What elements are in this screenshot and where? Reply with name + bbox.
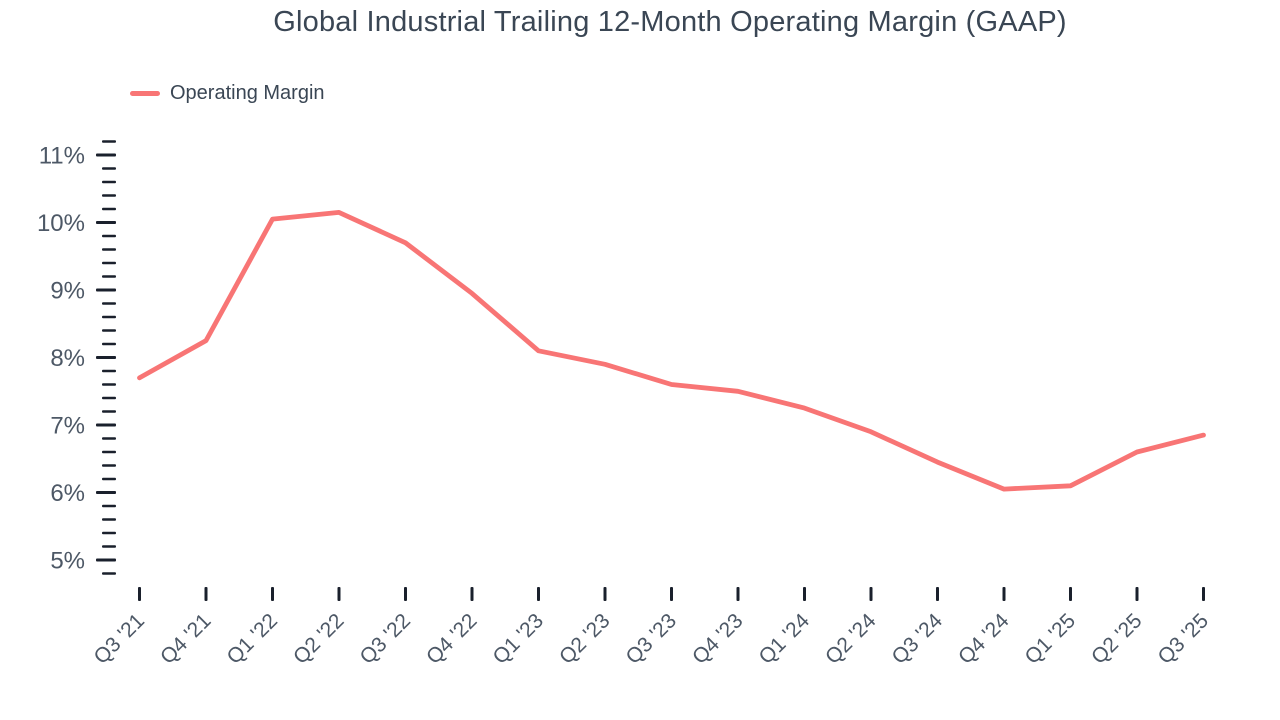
x-axis-tick-label: Q4 '22 [422, 609, 482, 669]
y-minor-tick-mark [102, 261, 116, 265]
x-axis-tick-label: Q2 '23 [555, 609, 615, 669]
x-tick-mark [869, 587, 873, 601]
x-tick-mark [936, 587, 939, 601]
y-minor-tick-mark [102, 207, 116, 211]
legend-label: Operating Margin [170, 81, 325, 104]
y-major-tick-mark [96, 221, 116, 224]
y-minor-tick-mark [102, 437, 116, 440]
x-tick-mark [337, 587, 341, 601]
y-major-tick-mark [96, 423, 116, 427]
y-minor-tick-mark [102, 572, 116, 575]
x-tick-mark [1069, 587, 1072, 601]
x-tick-mark [470, 587, 474, 601]
x-tick-mark [736, 587, 740, 601]
y-major-tick-mark [96, 153, 116, 157]
y-axis-tick-label: 9% [50, 277, 85, 304]
y-minor-tick-mark [102, 329, 116, 332]
y-minor-tick-mark [102, 234, 116, 238]
x-axis-tick-label: Q3 '25 [1153, 609, 1213, 669]
y-axis-tick-label: 6% [50, 480, 85, 507]
y-minor-tick-mark [102, 383, 116, 386]
y-minor-tick-mark [102, 275, 116, 278]
y-major-tick-mark [96, 288, 116, 292]
x-tick-mark [138, 587, 141, 601]
x-tick-mark [603, 587, 607, 601]
y-major-tick-mark [96, 558, 116, 562]
y-major-tick-mark [96, 356, 116, 359]
x-axis-tick-label: Q3 '23 [621, 609, 681, 669]
y-minor-tick-mark [102, 167, 116, 170]
x-axis-tick-label: Q1 '22 [222, 609, 282, 669]
y-minor-tick-mark [102, 450, 116, 454]
x-axis-tick-label: Q3 '22 [355, 609, 415, 669]
x-axis-tick-label: Q1 '25 [1020, 609, 1080, 669]
y-minor-tick-mark [102, 531, 116, 535]
y-minor-tick-mark [102, 464, 116, 467]
x-tick-mark [1202, 587, 1205, 601]
x-axis-tick-label: Q2 '22 [289, 609, 349, 669]
y-axis-tick-label: 7% [50, 412, 85, 439]
x-tick-mark [537, 587, 540, 601]
x-axis-tick-label: Q1 '24 [754, 609, 814, 669]
x-axis-tick-label: Q3 '24 [887, 609, 947, 669]
y-minor-tick-mark [102, 315, 116, 319]
y-minor-tick-mark [102, 518, 116, 521]
x-axis-tick-label: Q2 '25 [1087, 609, 1147, 669]
y-axis-tick-label: 11% [39, 142, 85, 169]
x-tick-mark [670, 587, 673, 601]
legend-item-operating-margin[interactable]: Operating Margin [130, 80, 325, 106]
y-minor-tick-mark [102, 369, 116, 373]
y-axis-tick-label: 8% [50, 345, 85, 372]
x-tick-mark [271, 587, 274, 601]
y-minor-tick-mark [102, 194, 116, 197]
x-tick-mark [1002, 587, 1006, 601]
legend-line-swatch-icon [130, 90, 160, 96]
y-major-tick-mark [96, 491, 116, 494]
x-axis-tick-label: Q3 '21 [89, 609, 149, 669]
x-tick-mark [1135, 587, 1139, 601]
y-minor-tick-mark [102, 545, 116, 548]
x-tick-mark [204, 587, 208, 601]
y-minor-tick-mark [102, 180, 116, 184]
y-minor-tick-mark [102, 302, 116, 305]
x-axis-tick-label: Q4 '21 [156, 609, 216, 669]
y-minor-tick-mark [102, 504, 116, 508]
y-minor-tick-mark [102, 342, 116, 346]
x-axis-tick-label: Q4 '23 [688, 609, 748, 669]
chart-title: Global Industrial Trailing 12-Month Oper… [273, 6, 1067, 38]
x-tick-mark [803, 587, 806, 601]
y-minor-tick-mark [102, 410, 116, 413]
y-axis-tick-label: 5% [50, 547, 85, 574]
y-minor-tick-mark [102, 248, 116, 251]
x-axis-tick-label: Q4 '24 [954, 609, 1014, 669]
x-axis-tick-label: Q2 '24 [821, 609, 881, 669]
y-axis-tick-label: 10% [37, 210, 85, 237]
series-line-operating-margin [137, 209, 1206, 492]
y-minor-tick-mark [102, 396, 116, 400]
y-minor-tick-mark [102, 477, 116, 481]
y-minor-tick-mark [102, 140, 116, 143]
x-tick-mark [404, 587, 407, 601]
x-axis-tick-label: Q1 '23 [488, 609, 548, 669]
